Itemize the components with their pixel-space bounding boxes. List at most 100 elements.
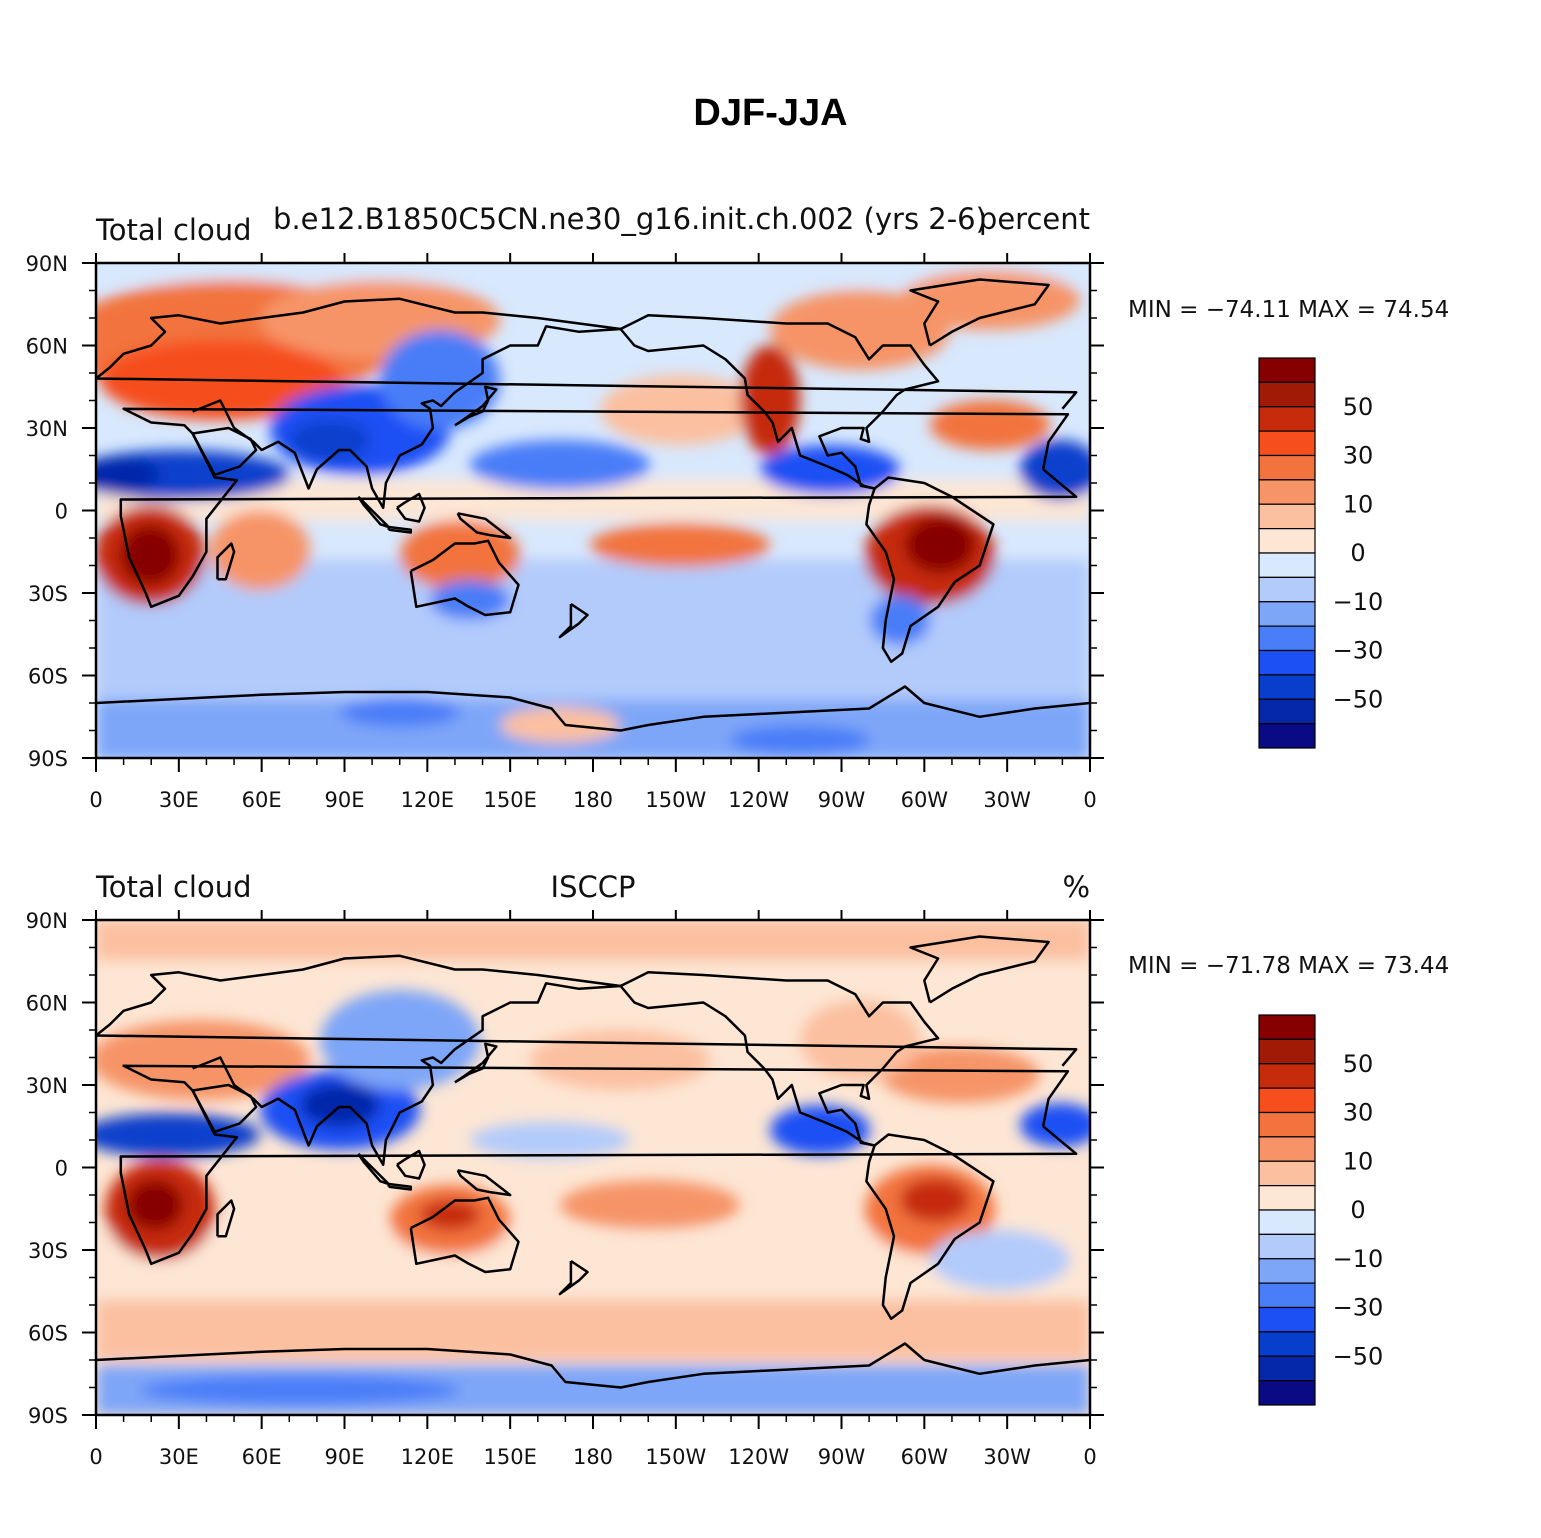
coastline-segment bbox=[191, 1083, 258, 1134]
colorbar-label: −30 bbox=[1333, 1294, 1384, 1322]
colorbar-label: −10 bbox=[1333, 588, 1384, 616]
colorbar-box bbox=[1258, 723, 1316, 749]
map-panel-model bbox=[96, 263, 1090, 758]
coastline-segment bbox=[395, 1149, 426, 1180]
colorbar-label: −30 bbox=[1333, 637, 1384, 665]
colorbar-label: −10 bbox=[1333, 1245, 1384, 1273]
lon-label: 90E bbox=[325, 1445, 365, 1469]
map-panel-obs bbox=[96, 920, 1090, 1415]
colorbar-box bbox=[1258, 552, 1316, 578]
colorbar-box bbox=[1258, 454, 1316, 481]
figure-title: DJF-JJA bbox=[693, 92, 848, 134]
coastline-segment bbox=[357, 495, 390, 529]
lon-label: 60E bbox=[242, 788, 282, 812]
colorbar-box bbox=[1258, 381, 1316, 408]
colorbar-box bbox=[1258, 1331, 1316, 1357]
coastlines bbox=[96, 278, 1090, 732]
coastline-segment bbox=[619, 971, 940, 1147]
lon-label: 60W bbox=[901, 788, 949, 812]
annotations: 90N 60N 30N 0 30S 60S 90S 0 30E 60E 90E 120E 150E 180… bbox=[26, 202, 1450, 1469]
lat-label: 90N bbox=[26, 252, 68, 276]
colorbar-box bbox=[1258, 1282, 1316, 1309]
contour-field-obs bbox=[96, 920, 1090, 1415]
colorbar-box bbox=[1258, 1063, 1316, 1089]
colorbar-box bbox=[1258, 1258, 1316, 1284]
colorbar-box bbox=[1258, 1111, 1316, 1138]
coastline-segment bbox=[191, 426, 258, 477]
lon-label: 120E bbox=[401, 1445, 454, 1469]
lat-label: 60S bbox=[28, 1322, 68, 1346]
lat-label: 0 bbox=[55, 1157, 68, 1181]
lon-label: 60W bbox=[901, 1445, 949, 1469]
lat-label: 30S bbox=[28, 582, 68, 606]
coastline-segment bbox=[456, 1169, 512, 1197]
colorbar-box bbox=[1258, 674, 1316, 700]
colorbar-label: 0 bbox=[1350, 539, 1365, 567]
coastline-segment bbox=[909, 278, 1050, 347]
colorbar: 50 30 10 0 −10 −30 −50 bbox=[1258, 357, 1384, 749]
colorbar-box bbox=[1258, 479, 1316, 505]
lat-label: 90S bbox=[28, 1404, 68, 1428]
coastline-segment bbox=[96, 685, 1090, 732]
lon-label: 150W bbox=[645, 1445, 706, 1469]
coastline-segment bbox=[387, 1182, 413, 1191]
colorbar-box bbox=[1258, 698, 1316, 725]
lon-label: 0 bbox=[89, 1445, 102, 1469]
coastline-segment bbox=[454, 385, 498, 427]
colorbar-box bbox=[1258, 430, 1316, 457]
coastline-segment bbox=[454, 1042, 498, 1084]
lat-label: 60S bbox=[28, 665, 68, 689]
lat-label: 30N bbox=[26, 417, 68, 441]
coastline-segment bbox=[456, 512, 512, 540]
colorbar-box bbox=[1258, 406, 1316, 432]
colorbar-label: 50 bbox=[1343, 1050, 1374, 1078]
min-max-stats: MIN = −71.78 MAX = 73.44 bbox=[1128, 953, 1449, 979]
colorbar-label: 10 bbox=[1343, 490, 1374, 518]
center-title: ISCCP bbox=[551, 870, 636, 904]
lon-label: 0 bbox=[1083, 1445, 1096, 1469]
colorbar-box bbox=[1258, 649, 1316, 676]
colorbar-box bbox=[1258, 1209, 1316, 1235]
lon-label: 30W bbox=[983, 1445, 1031, 1469]
coastline-segment bbox=[395, 492, 426, 523]
coastlines bbox=[96, 935, 1090, 1389]
colorbar-box bbox=[1258, 1306, 1316, 1333]
lon-label: 180 bbox=[573, 788, 613, 812]
colorbar-label: 50 bbox=[1343, 393, 1374, 421]
lat-label: 0 bbox=[55, 500, 68, 524]
coastline-segment bbox=[96, 297, 1078, 410]
coastline-segment bbox=[865, 1133, 995, 1321]
coastline-segment bbox=[619, 314, 940, 490]
lon-label: 120E bbox=[401, 788, 454, 812]
coastline-segment bbox=[865, 476, 995, 664]
coastline-segment bbox=[558, 602, 589, 639]
coastline-segment bbox=[192, 325, 621, 510]
lon-label: 0 bbox=[89, 788, 102, 812]
coastline-segment bbox=[387, 525, 413, 534]
colorbar-box bbox=[1258, 625, 1316, 652]
lon-label: 90E bbox=[325, 788, 365, 812]
coastline-segment bbox=[357, 1152, 390, 1186]
lon-label: 120W bbox=[728, 1445, 789, 1469]
lon-label: 180 bbox=[573, 1445, 613, 1469]
lon-label: 120W bbox=[728, 788, 789, 812]
lat-label: 90N bbox=[26, 909, 68, 933]
lon-label: 150E bbox=[483, 1445, 536, 1469]
colorbar-label: −50 bbox=[1333, 1342, 1384, 1370]
coastline-segment bbox=[558, 1259, 589, 1296]
colorbar-label: 30 bbox=[1343, 1099, 1374, 1127]
colorbar-label: 30 bbox=[1343, 442, 1374, 470]
coastline-segment bbox=[119, 1064, 1078, 1266]
colorbar-box bbox=[1258, 1136, 1316, 1162]
lon-label: 150E bbox=[483, 788, 536, 812]
colorbar-label: 10 bbox=[1343, 1147, 1374, 1175]
lat-label: 60N bbox=[26, 992, 68, 1016]
coastline-segment bbox=[96, 954, 1078, 1067]
lon-label: 30W bbox=[983, 788, 1031, 812]
coastline-segment bbox=[909, 935, 1050, 1004]
colorbar-box bbox=[1258, 601, 1316, 627]
coastline-segment bbox=[192, 982, 621, 1167]
lat-label: 30S bbox=[28, 1239, 68, 1263]
colorbar: 50 30 10 0 −10 −30 −50 bbox=[1258, 1014, 1384, 1406]
